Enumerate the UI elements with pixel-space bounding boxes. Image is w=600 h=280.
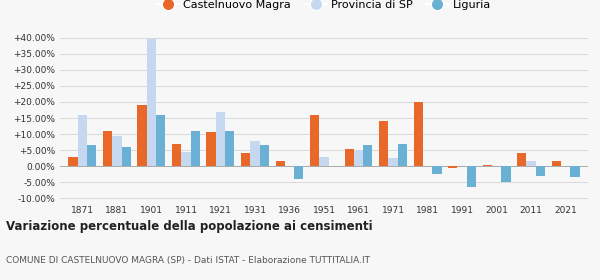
Bar (122, 147, 131, 166)
Bar (241, 153, 250, 166)
Bar (103, 131, 112, 166)
Bar (526, 161, 536, 166)
Bar (275, 161, 285, 166)
Bar (137, 105, 147, 166)
Bar (388, 158, 398, 166)
Bar (112, 136, 122, 166)
Bar (536, 166, 545, 176)
Bar (156, 115, 166, 166)
Bar (501, 166, 511, 182)
Bar (517, 153, 526, 166)
Bar (482, 165, 492, 166)
Bar (448, 166, 457, 168)
Bar (172, 144, 181, 166)
Bar (344, 149, 354, 166)
Text: COMUNE DI CASTELNUOVO MAGRA (SP) - Dati ISTAT - Elaborazione TUTTITALIA.IT: COMUNE DI CASTELNUOVO MAGRA (SP) - Dati … (6, 256, 370, 265)
Bar (398, 144, 407, 166)
Bar (68, 157, 78, 166)
Bar (216, 112, 225, 166)
Bar (78, 115, 87, 166)
Bar (147, 39, 156, 166)
Bar (432, 166, 442, 174)
Bar (570, 166, 580, 178)
Bar (310, 115, 319, 166)
Bar (379, 121, 388, 166)
Bar (250, 141, 260, 166)
Bar (467, 166, 476, 187)
Bar (354, 150, 363, 166)
Bar (206, 132, 216, 166)
Text: Variazione percentuale della popolazione ai censimenti: Variazione percentuale della popolazione… (6, 220, 373, 233)
Bar (413, 102, 423, 166)
Bar (363, 145, 373, 166)
Bar (294, 166, 304, 179)
Bar (260, 145, 269, 166)
Bar (225, 131, 235, 166)
Bar (319, 157, 329, 166)
Bar (191, 131, 200, 166)
Legend: Castelnuovo Magra, Provincia di SP, Liguria: Castelnuovo Magra, Provincia di SP, Ligu… (152, 0, 496, 14)
Bar (551, 161, 561, 166)
Bar (181, 152, 191, 166)
Bar (87, 145, 97, 166)
